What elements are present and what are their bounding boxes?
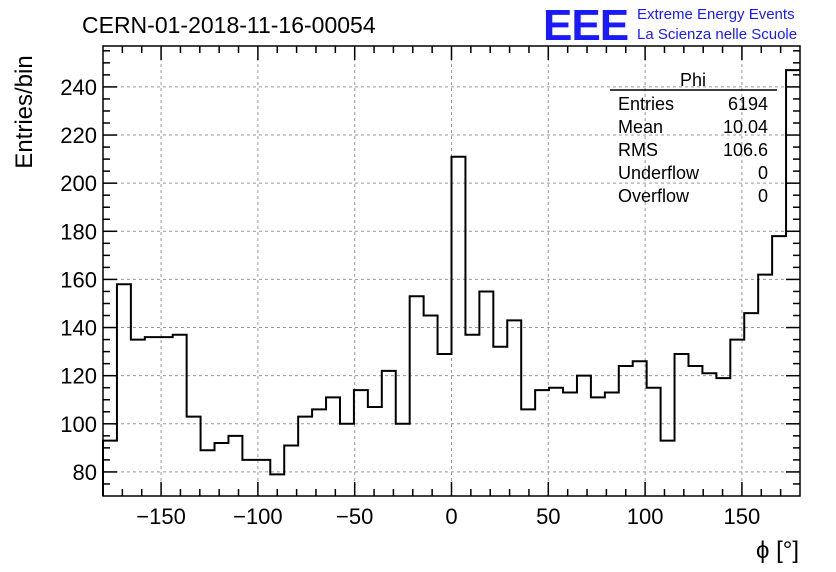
x-tick-label: 150 [724, 504, 761, 529]
y-tick-label: 140 [60, 316, 97, 341]
stats-label: Underflow [618, 163, 700, 183]
stats-box: Phi Entries 6194 Mean 10.04 RMS 106.6 Un… [610, 70, 777, 206]
y-tick-label: 180 [60, 219, 97, 244]
y-tick-label: 220 [60, 123, 97, 148]
stats-value: 0 [758, 163, 768, 183]
x-tick-label: −50 [336, 504, 373, 529]
y-tick-label: 120 [60, 364, 97, 389]
stats-value: 10.04 [723, 117, 768, 137]
stats-label: Mean [618, 117, 663, 137]
y-tick-label: 240 [60, 75, 97, 100]
x-tick-label: 100 [627, 504, 664, 529]
stats-label: Overflow [618, 186, 690, 206]
y-tick-label: 100 [60, 412, 97, 437]
x-tick-label: −100 [233, 504, 283, 529]
stats-title: Phi [680, 70, 706, 90]
stats-value: 6194 [728, 94, 768, 114]
y-tick-label: 80 [73, 460, 97, 485]
logo-line-1: Extreme Energy Events [637, 6, 795, 23]
x-tick-label: 0 [445, 504, 457, 529]
x-tick-label: 50 [536, 504, 560, 529]
y-axis-label: Entries/bin [11, 55, 38, 168]
stats-value: 106.6 [723, 140, 768, 160]
chart-title: CERN-01-2018-11-16-00054 [82, 12, 376, 38]
y-tick-label: 160 [60, 267, 97, 292]
histogram-line [102, 69, 800, 496]
y-tick-label: 200 [60, 171, 97, 196]
x-axis-label: ϕ [°] [756, 537, 799, 564]
stats-label: Entries [618, 94, 674, 114]
stats-label: RMS [618, 140, 658, 160]
logo-line-2: La Scienza nelle Scuole [637, 26, 797, 43]
x-tick-label: −150 [136, 504, 186, 529]
x-tick-labels: −150 −100 −50 0 50 100 150 [136, 504, 760, 529]
stats-value: 0 [758, 186, 768, 206]
eee-logo: EEE [543, 1, 628, 50]
y-tick-labels: 80 100 120 140 160 180 200 220 240 [60, 75, 97, 485]
axis-ticks [103, 46, 800, 496]
